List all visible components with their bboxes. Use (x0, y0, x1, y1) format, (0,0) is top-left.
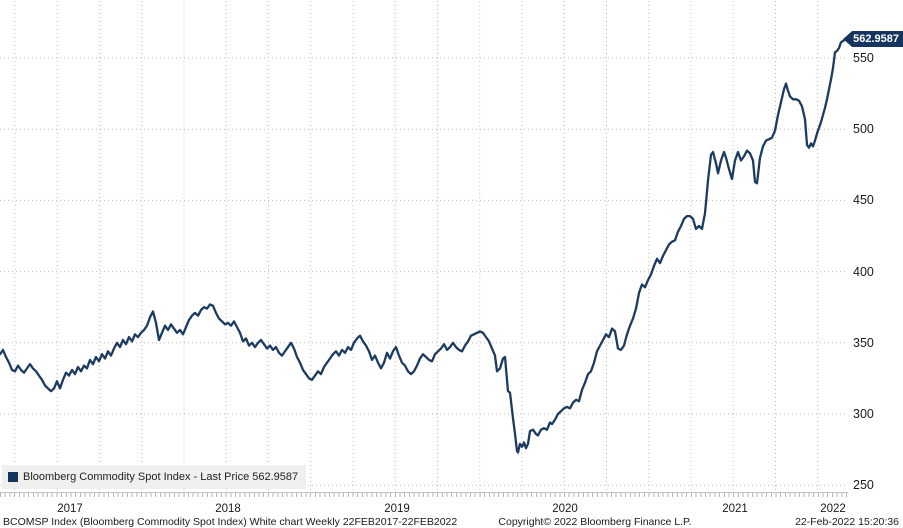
y-axis-tick-label: 350 (853, 335, 874, 350)
x-axis-line (0, 492, 848, 497)
x-axis-year-label: 2021 (722, 503, 748, 515)
chart-plot (0, 1, 848, 492)
y-axis-tick-label: 500 (853, 122, 874, 137)
footer-ticker-description: BCOMSP Index (Bloomberg Commodity Spot I… (3, 516, 458, 528)
price-line (0, 38, 847, 454)
last-price-tag: 562.9587 (843, 31, 903, 47)
x-axis-year-label: 2020 (552, 503, 578, 515)
y-axis-tick-label: 300 (853, 407, 874, 421)
x-axis-year-label: 2022 (820, 503, 846, 515)
x-axis-year-label: 2017 (57, 503, 83, 515)
legend-swatch-icon (8, 472, 18, 482)
y-axis-tick-label: 250 (853, 478, 874, 493)
vertical-gridlines (14, 1, 819, 492)
y-axis-tick-label: 550 (853, 51, 874, 65)
x-axis-year-label: 2019 (384, 503, 410, 515)
x-axis-year-label: 2018 (215, 503, 241, 515)
legend: Bloomberg Commodity Spot Index - Last Pr… (2, 465, 307, 489)
y-axis-tick-label: 450 (853, 193, 874, 208)
y-axis-tick-label: 400 (853, 264, 874, 279)
legend-label: Bloomberg Commodity Spot Index - Last Pr… (23, 471, 299, 483)
footer-timestamp: 22-Feb-2022 15:20:36 (795, 516, 899, 528)
horizontal-gridlines (0, 57, 848, 486)
footer-copyright: Copyright© 2022 Bloomberg Finance L.P. (498, 516, 692, 528)
